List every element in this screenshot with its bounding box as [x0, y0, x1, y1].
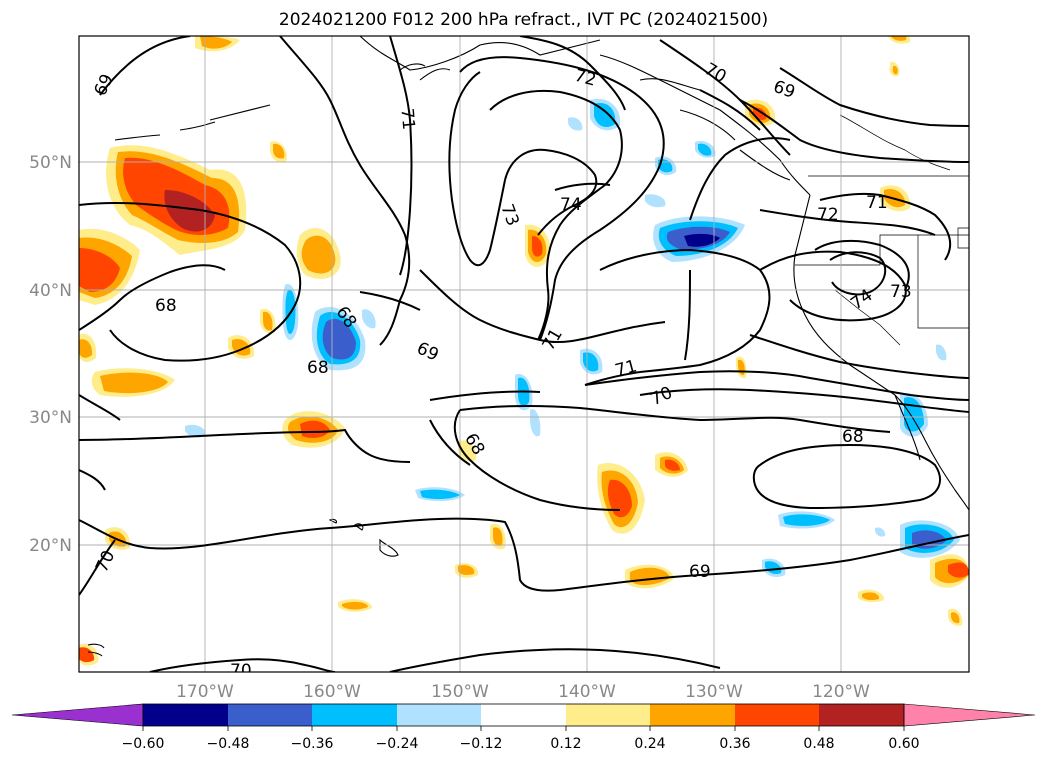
longitude-labels: 170°W 160°W 150°W 140°W 130°W 120°W [176, 682, 870, 702]
political-borders [795, 114, 969, 346]
colorbar-tick-label: −0.60 [122, 736, 165, 752]
colorbar-tick-label: −0.48 [207, 736, 250, 752]
contour-label: 71 [866, 193, 888, 213]
colorbar-extend-low [11, 703, 144, 727]
colorbar-segment [312, 704, 397, 726]
contour-label: 72 [817, 205, 839, 225]
colorbar-segment [143, 704, 228, 726]
contour-label: 68 [307, 358, 329, 378]
colorbar-tick-label: 0.36 [719, 736, 750, 752]
lon-label-120w: 120°W [812, 682, 870, 702]
colorbar-segment [566, 704, 650, 726]
contour-lines [79, 36, 969, 672]
colorbar-segment [735, 704, 819, 726]
contour-label: 69 [689, 562, 711, 582]
lat-label-40n: 40°N [29, 281, 72, 301]
colorbar: −0.60 −0.48 −0.36 −0.24 −0.12 0.12 0.24 … [11, 703, 1036, 752]
colorbar-segment [397, 704, 481, 726]
positive-anomaly-shading [79, 36, 969, 666]
colorbar-tick-label: −0.24 [376, 736, 419, 752]
map-area: 69 71 72 70 69 73 74 68 68 69 71 70 68 7… [79, 36, 969, 681]
colorbar-segment [650, 704, 735, 726]
lon-label-160w: 160°W [303, 682, 361, 702]
colorbar-tick-label: −0.36 [291, 736, 334, 752]
map-frame [78, 35, 970, 673]
colorbar-segment [228, 704, 312, 726]
contour-label: 73 [890, 282, 912, 302]
colorbar-segment [819, 704, 904, 726]
lon-label-140w: 140°W [558, 682, 616, 702]
lat-label-20n: 20°N [29, 536, 72, 556]
colorbar-extend-high [903, 703, 1036, 727]
contour-label: 71 [396, 107, 418, 130]
colorbar-tick-label: 0.48 [803, 736, 834, 752]
contour-label: 74 [560, 195, 582, 215]
colorbar-tick-label: −0.12 [460, 736, 503, 752]
colorbar-tick-label: 0.60 [888, 736, 919, 752]
contour-label: 68 [155, 296, 177, 316]
gridlines [79, 36, 969, 672]
colorbar-segment [481, 704, 566, 726]
colorbar-tick-label: 0.12 [550, 736, 581, 752]
contour-label: 68 [842, 427, 864, 447]
map-title: 2024021200 F012 200 hPa refract., IVT PC… [278, 10, 769, 30]
coastlines [87, 36, 969, 657]
lat-label-50n: 50°N [29, 153, 72, 173]
lat-label-30n: 30°N [29, 408, 72, 428]
latitude-labels: 50°N 40°N 30°N 20°N [29, 153, 72, 556]
colorbar-tick-label: 0.24 [634, 736, 665, 752]
lon-label-170w: 170°W [176, 682, 234, 702]
contour-label: 70 [230, 661, 252, 681]
lon-label-130w: 130°W [685, 682, 743, 702]
lon-label-150w: 150°W [431, 682, 489, 702]
